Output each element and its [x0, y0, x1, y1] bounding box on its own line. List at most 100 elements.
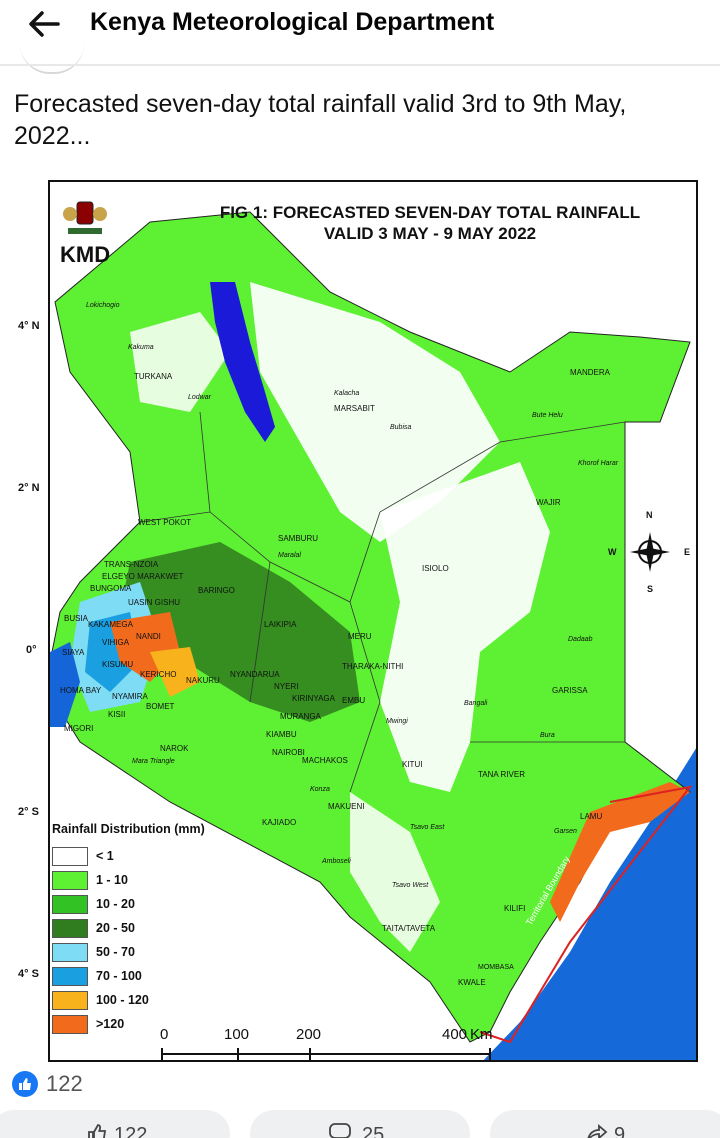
map-label: KWALE — [458, 978, 486, 987]
map-label: KAJIADO — [262, 818, 297, 827]
legend-swatch — [52, 846, 88, 866]
map-label: KISUMU — [102, 660, 134, 669]
dry-area-north-west — [130, 312, 230, 412]
map-label: KERICHO — [140, 670, 177, 679]
legend-label: >120 — [96, 1017, 125, 1031]
legend-swatch — [52, 1014, 88, 1034]
latitude-label: 0° — [26, 644, 37, 656]
compass-n: N — [646, 510, 653, 520]
map-label: Amboseli — [322, 858, 351, 865]
latitude-label: 4° S — [18, 968, 39, 980]
share-count: 9 — [614, 1124, 626, 1138]
map-label: NYANDARUA — [230, 670, 280, 679]
figure-title-line1: FIG 1: FORECASTED SEVEN-DAY TOTAL RAINFA… — [219, 203, 641, 222]
map-label: Mwingi — [386, 718, 408, 725]
map-label: Khorof Harar — [578, 460, 619, 467]
legend-label: 20 - 50 — [96, 921, 135, 935]
map-label: Garsen — [554, 828, 577, 835]
legend-item: < 1 — [52, 844, 205, 868]
map-label: SIAYA — [62, 648, 85, 657]
kmd-logo-text: KMD — [60, 242, 111, 267]
county-borders — [139, 411, 626, 793]
map-label: NANDI — [136, 632, 161, 641]
legend-label: 70 - 100 — [96, 969, 142, 983]
top-bar: Kenya Meteorological Department — [0, 0, 720, 50]
map-label: SAMBURU — [278, 534, 319, 543]
map-label: Kalacha — [334, 390, 360, 397]
like-button[interactable]: 122 — [0, 1110, 230, 1138]
map-frame: KMD FIG 1: FORECASTED SEVEN-DAY TOTAL RA… — [48, 180, 698, 1062]
legend-item: 70 - 100 — [52, 964, 205, 988]
map-label: Lodwar — [188, 394, 211, 401]
latitude-label: 2° S — [18, 806, 39, 818]
map-label: KIRINYAGA — [292, 694, 335, 703]
map-label: BUNGOMA — [90, 584, 132, 593]
reaction-count: 122 — [46, 1071, 83, 1096]
map-label: Bura — [540, 732, 555, 739]
map-label: TRANS-NZOIA — [104, 560, 159, 569]
map-label: WEST POKOT — [138, 518, 192, 527]
legend-item: 1 - 10 — [52, 868, 205, 892]
map-label: Lokichogio — [86, 302, 120, 309]
reaction-summary[interactable]: 122 — [12, 1070, 83, 1098]
latitude-label: 4° N — [18, 320, 40, 332]
map-label: WAJIR — [536, 498, 561, 507]
dry-area-north — [250, 282, 500, 542]
map-label: KIAMBU — [266, 730, 297, 739]
legend-swatch — [52, 990, 88, 1010]
map-label: KISII — [108, 710, 126, 719]
legend-label: 10 - 20 — [96, 897, 135, 911]
territorial-boundary-line — [479, 785, 693, 1044]
map-label: NAIROBI — [272, 748, 305, 757]
share-button[interactable]: 9 — [490, 1110, 720, 1138]
map-label: HOMA BAY — [60, 686, 102, 695]
rainfall-legend: Rainfall Distribution (mm) < 1 1 - 10 10 -… — [52, 822, 205, 1036]
kenya-landmass — [50, 211, 692, 1043]
map-label: UASIN GISHU — [128, 598, 181, 607]
back-button[interactable] — [22, 6, 70, 42]
thumbs-up-icon — [19, 1078, 31, 1090]
header-divider — [0, 64, 720, 66]
share-icon — [587, 1124, 608, 1138]
map-label: KAKAMEGA — [88, 620, 133, 629]
map-label: THARAKA-NITHI — [342, 662, 404, 671]
rain-120-coast — [550, 782, 690, 922]
legend-label: < 1 — [96, 849, 114, 863]
map-label: BARINGO — [198, 586, 235, 595]
post-image[interactable]: KMD FIG 1: FORECASTED SEVEN-DAY TOTAL RA… — [0, 168, 720, 1068]
scale-tick: 100 — [224, 1026, 250, 1043]
scale-bar-line — [161, 1048, 491, 1060]
comment-button[interactable]: 25 — [250, 1110, 470, 1138]
map-label: MOMBASA — [478, 964, 514, 971]
legend-label: 100 - 120 — [96, 993, 149, 1007]
scale-unit: Km — [470, 1026, 493, 1043]
page-title[interactable]: Kenya Meteorological Department — [90, 8, 495, 36]
map-label: LAIKIPIA — [264, 620, 297, 629]
post-caption: Forecasted seven-day total rainfall vali… — [14, 90, 627, 150]
map-label: TURKANA — [134, 372, 173, 381]
dry-area-south — [350, 792, 440, 952]
map-label: TAITA/TAVETA — [382, 924, 436, 933]
map-label: MANDERA — [570, 368, 611, 377]
scale-tick: 200 — [296, 1026, 322, 1043]
legend-swatch — [52, 942, 88, 962]
map-label: Mara Triangle — [132, 758, 175, 765]
lake-victoria — [50, 642, 80, 727]
map-label: LAMU — [580, 812, 603, 821]
compass-w: W — [608, 547, 617, 557]
comment-icon — [329, 1123, 351, 1138]
map-label: KITUI — [402, 760, 423, 769]
map-label: MIGORI — [64, 724, 94, 733]
avatar[interactable] — [20, 44, 84, 74]
map-label: MARSABIT — [334, 404, 375, 413]
legend-item: >120 — [52, 1012, 205, 1036]
legend-swatch — [52, 966, 88, 986]
highland-rain-20-50 — [120, 542, 360, 722]
indian-ocean — [483, 748, 696, 1060]
legend-item: 10 - 20 — [52, 892, 205, 916]
map-label: GARISSA — [552, 686, 588, 695]
legend-label: 1 - 10 — [96, 873, 128, 887]
figure-title-line2: VALID 3 MAY - 9 MAY 2022 — [323, 224, 537, 243]
map-label: Bangali — [464, 700, 488, 707]
map-label: Tsavo West — [392, 882, 429, 889]
